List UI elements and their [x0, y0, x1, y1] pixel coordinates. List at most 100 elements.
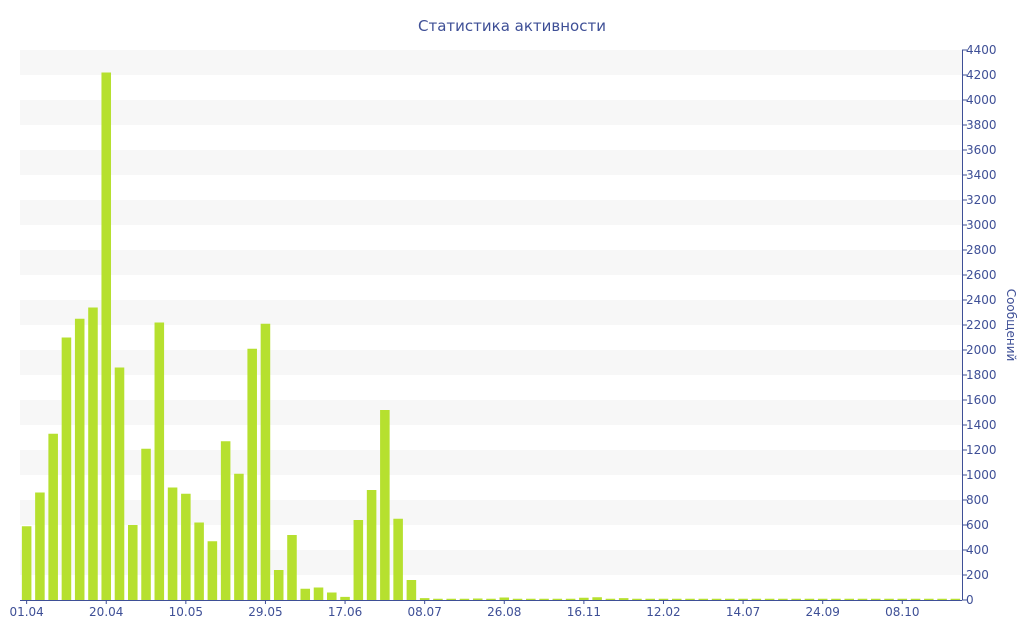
x-tick-label: 16.11	[567, 605, 601, 619]
bar	[539, 598, 549, 600]
x-tick-label: 08.10	[885, 605, 919, 619]
bar	[459, 598, 470, 600]
grid-band	[20, 250, 962, 275]
bar	[592, 597, 602, 600]
bar	[605, 598, 616, 600]
x-tick-label: 10.05	[169, 605, 203, 619]
bar	[671, 598, 682, 600]
y-tick-label: 1200	[966, 443, 997, 457]
bar	[565, 598, 576, 600]
bar	[366, 490, 377, 600]
y-tick-label: 0	[966, 593, 974, 607]
bar	[48, 433, 58, 600]
y-tick-label: 2000	[966, 343, 997, 357]
bar	[340, 596, 350, 601]
bar	[167, 487, 178, 600]
bar	[499, 597, 510, 600]
bar	[804, 598, 815, 600]
grid-band	[20, 150, 962, 175]
bar	[817, 598, 828, 600]
x-tick-label: 26.08	[487, 605, 521, 619]
chart-title: Статистика активности	[418, 17, 606, 35]
bar	[419, 598, 430, 601]
bar	[698, 598, 709, 600]
bars	[21, 72, 961, 601]
bar	[141, 448, 151, 600]
bar	[791, 598, 801, 600]
bar	[897, 598, 908, 600]
bar	[844, 598, 854, 600]
grid-band	[20, 450, 962, 475]
y-tick-label: 200	[966, 568, 989, 582]
x-tick-label: 08.07	[407, 605, 441, 619]
y-tick-label: 3000	[966, 218, 997, 232]
bar	[101, 72, 112, 600]
x-tick-label: 29.05	[248, 605, 282, 619]
x-tick-label: 17.06	[328, 605, 362, 619]
bar	[61, 337, 72, 600]
grid-band	[20, 50, 962, 75]
bar	[658, 598, 669, 600]
bar	[88, 307, 98, 600]
bar	[831, 598, 841, 600]
y-tick-label: 2200	[966, 318, 997, 332]
y-tick-label: 3200	[966, 193, 997, 207]
bar	[380, 410, 390, 600]
bar	[327, 592, 337, 600]
grid-bands	[20, 50, 962, 575]
x-tick-label: 12.02	[646, 605, 680, 619]
bar	[526, 598, 536, 600]
bar	[433, 598, 443, 600]
bar	[645, 598, 655, 600]
bar	[194, 522, 204, 600]
bar	[247, 348, 257, 600]
bar	[35, 492, 45, 600]
y-tick-label: 1600	[966, 393, 997, 407]
x-tick-label: 14.07	[726, 605, 760, 619]
grid-band	[20, 400, 962, 425]
bar	[353, 520, 364, 600]
bar	[446, 598, 456, 600]
bar	[685, 598, 695, 600]
bar	[751, 598, 762, 600]
y-tick-label: 600	[966, 518, 989, 532]
x-tick-label: 20.04	[89, 605, 123, 619]
y-tick-label: 1000	[966, 468, 997, 482]
bar	[114, 367, 125, 600]
bar	[128, 525, 138, 600]
bar	[857, 598, 868, 600]
bar	[950, 598, 961, 600]
bar	[472, 598, 483, 600]
bar	[937, 598, 947, 600]
grid-band	[20, 200, 962, 225]
y-tick-label: 4200	[966, 68, 997, 82]
y-tick-label: 2600	[966, 268, 997, 282]
y-tick-label: 3400	[966, 168, 997, 182]
x-axis: 01.04 20.04 10.05 29.05 17.06 08.07 26.08 16.11…	[9, 600, 962, 619]
bar	[154, 322, 165, 600]
y-tick-label: 1800	[966, 368, 997, 382]
bar	[234, 473, 244, 600]
bar	[711, 598, 722, 600]
y-tick-label: 4400	[966, 43, 997, 57]
grid-band	[20, 350, 962, 375]
bar	[207, 541, 218, 600]
y-tick-label: 2400	[966, 293, 997, 307]
bar	[273, 570, 284, 600]
bar	[287, 535, 297, 600]
bar	[870, 598, 881, 600]
bar	[552, 598, 563, 600]
y-tick-label: 2800	[966, 243, 997, 257]
y-tick-label: 800	[966, 493, 989, 507]
bar	[764, 598, 775, 600]
bar	[260, 323, 271, 600]
bar	[21, 526, 32, 600]
bar	[300, 588, 311, 600]
bar	[632, 598, 642, 600]
bar	[313, 587, 324, 600]
bar	[486, 598, 496, 600]
y-tick-label: 3600	[966, 143, 997, 157]
bar	[220, 441, 231, 600]
